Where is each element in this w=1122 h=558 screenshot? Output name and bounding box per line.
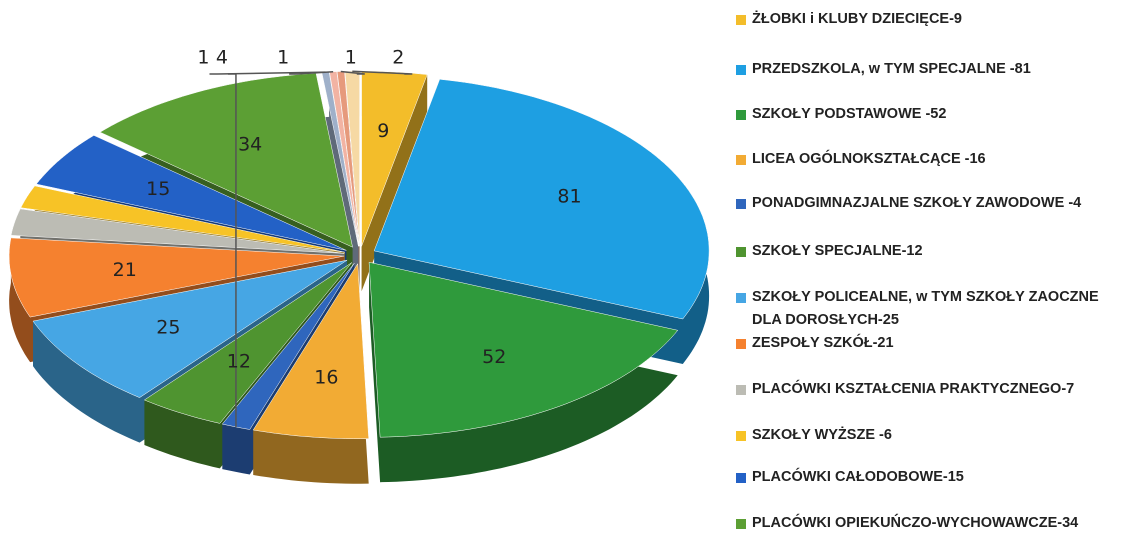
legend-swatch xyxy=(736,110,746,120)
legend-entry: LICEA OGÓLNOKSZTAŁCĄCE -16 xyxy=(736,148,1122,171)
leader-line xyxy=(340,70,365,75)
slice xyxy=(8,237,345,318)
legend-entry: SZKOŁY POLICEALNE, w TYM SZKOŁY ZAOCZNE … xyxy=(736,286,1122,332)
legend-entry: ZESPOŁY SZKÓŁ-21 xyxy=(736,332,1122,355)
legend-label: PLACÓWKI KSZTAŁCENIA PRAKTYCZNEGO-7 xyxy=(752,381,1075,397)
leader-line xyxy=(209,71,326,75)
legend-swatch xyxy=(736,15,746,25)
legend-label: PONADGIMNAZJALNE SZKOŁY ZAWODOWE -4 xyxy=(752,195,1082,211)
data-label: 1 xyxy=(345,47,357,69)
legend-entry: PONADGIMNAZJALNE SZKOŁY ZAWODOWE -4 xyxy=(736,192,1122,215)
data-label: 2 xyxy=(392,47,404,69)
legend-entry: SZKOŁY SPECJALNE-12 xyxy=(736,240,1122,263)
data-label: 52 xyxy=(482,346,506,368)
legend-swatch xyxy=(736,339,746,349)
data-label: 1 xyxy=(277,47,289,69)
data-label: 12 xyxy=(227,350,251,372)
leader-line xyxy=(289,70,334,75)
legend-swatch xyxy=(736,247,746,257)
slice xyxy=(20,185,345,253)
legend-entry: SZKOŁY PODSTAWOWE -52 xyxy=(736,103,1122,126)
data-label: 81 xyxy=(557,185,581,207)
leader-line xyxy=(352,70,413,75)
slice xyxy=(344,70,360,247)
legend-swatch xyxy=(736,65,746,75)
legend-entry: PLACÓWKI KSZTAŁCENIA PRAKTYCZNEGO-7 xyxy=(736,378,1122,401)
slice xyxy=(10,208,345,254)
legend-label: SZKOŁY POLICEALNE, w TYM SZKOŁY ZAOCZNE … xyxy=(752,289,1099,328)
legend-entry: ŻŁOBKI i KLUBY DZIECIĘCE-9 xyxy=(736,8,1122,31)
legend-label: ZESPOŁY SZKÓŁ-21 xyxy=(752,335,894,351)
data-label: 15 xyxy=(146,178,170,200)
slice xyxy=(35,135,347,251)
data-label: 4 xyxy=(216,47,228,69)
legend-swatch xyxy=(736,473,746,483)
legend-label: SZKOŁY WYŻSZE -6 xyxy=(752,427,892,443)
legend-label: LICEA OGÓLNOKSZTAŁCĄCE -16 xyxy=(752,151,986,167)
legend-label: ŻŁOBKI i KLUBY DZIECIĘCE-9 xyxy=(752,11,962,27)
slice xyxy=(373,79,710,320)
legend-swatch xyxy=(736,385,746,395)
legend-entry: PLACÓWKI OPIEKUŃCZO-WYCHOWAWCZE-34 xyxy=(736,512,1122,535)
legend-entry: SZKOŁY WYŻSZE -6 xyxy=(736,424,1122,447)
data-label: 1 xyxy=(197,47,209,69)
slice xyxy=(99,72,353,248)
legend-label: PLACÓWKI CAŁODOBOWE-15 xyxy=(752,469,964,485)
legend-swatch xyxy=(736,199,746,209)
legend-label: PLACÓWKI OPIEKUŃCZO-WYCHOWAWCZE-34 xyxy=(752,515,1079,531)
legend-swatch xyxy=(736,155,746,165)
legend-swatch xyxy=(736,431,746,441)
slice xyxy=(368,261,679,438)
slice xyxy=(32,259,348,398)
data-label: 21 xyxy=(113,259,137,281)
legend-entry: PLACÓWKI CAŁODOBOWE-15 xyxy=(736,466,1122,489)
data-label: 16 xyxy=(314,367,338,389)
legend-label: PRZEDSZKOLA, w TYM SPECJALNE -81 xyxy=(752,61,1031,77)
legend-swatch xyxy=(736,519,746,529)
legend-label: SZKOŁY PODSTAWOWE -52 xyxy=(752,106,947,122)
slice-side xyxy=(361,71,428,292)
data-label: 25 xyxy=(156,317,180,339)
data-label: 9 xyxy=(377,120,389,142)
legend-entry: PRZEDSZKOLA, w TYM SPECJALNE -81 xyxy=(736,58,1122,81)
legend-swatch xyxy=(736,293,746,303)
legend-label: SZKOŁY SPECJALNE-12 xyxy=(752,243,923,259)
data-label: 34 xyxy=(238,133,262,155)
slice xyxy=(252,262,369,439)
slice xyxy=(143,262,353,424)
chart: 981521641225217615341112 xyxy=(8,47,710,484)
